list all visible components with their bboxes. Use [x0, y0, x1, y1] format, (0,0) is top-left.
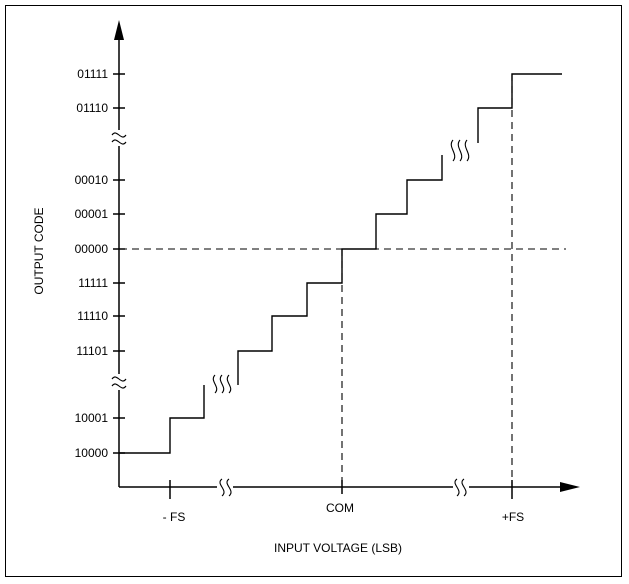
y-tick-label: 11101: [76, 344, 108, 358]
staircase-break-lower: [208, 373, 236, 394]
x-tick-labels: - FS COM +FS: [163, 501, 525, 524]
y-axis-break-lower: [110, 374, 128, 390]
y-axis-break-upper: [110, 130, 128, 146]
y-tick-label: 01111: [77, 67, 108, 81]
transfer-staircase-middle: [237, 155, 443, 385]
y-tick-labels: 01111 01110 00010 00001 00000 11111 1111…: [75, 67, 109, 460]
x-axis-arrow: [560, 482, 580, 492]
y-tick-label: 10000: [75, 446, 109, 460]
x-axis-break-right: [453, 478, 469, 497]
y-tick-label: 11111: [78, 276, 108, 290]
transfer-staircase-upper: [477, 73, 562, 143]
y-axis-title: OUTPUT CODE: [32, 207, 46, 294]
y-tick-label: 00010: [75, 173, 109, 187]
y-tick-label: 01110: [76, 101, 108, 115]
y-tick-label: 00001: [75, 207, 109, 221]
x-tick-label-com: COM: [326, 501, 354, 515]
x-tick-label-neg-fs: - FS: [163, 510, 186, 524]
y-tick-label: 10001: [75, 411, 109, 425]
x-axis-title: INPUT VOLTAGE (LSB): [274, 541, 402, 555]
transfer-staircase-lower: [119, 385, 205, 454]
y-tick-label: 11110: [77, 309, 108, 323]
y-axis-arrow: [114, 20, 124, 40]
diagram-frame: [5, 5, 622, 577]
x-axis-break-left: [217, 478, 233, 497]
y-tick-label: 00000: [75, 242, 109, 256]
x-tick-label-pos-fs: +FS: [502, 510, 524, 524]
staircase-break-upper: [447, 136, 477, 162]
